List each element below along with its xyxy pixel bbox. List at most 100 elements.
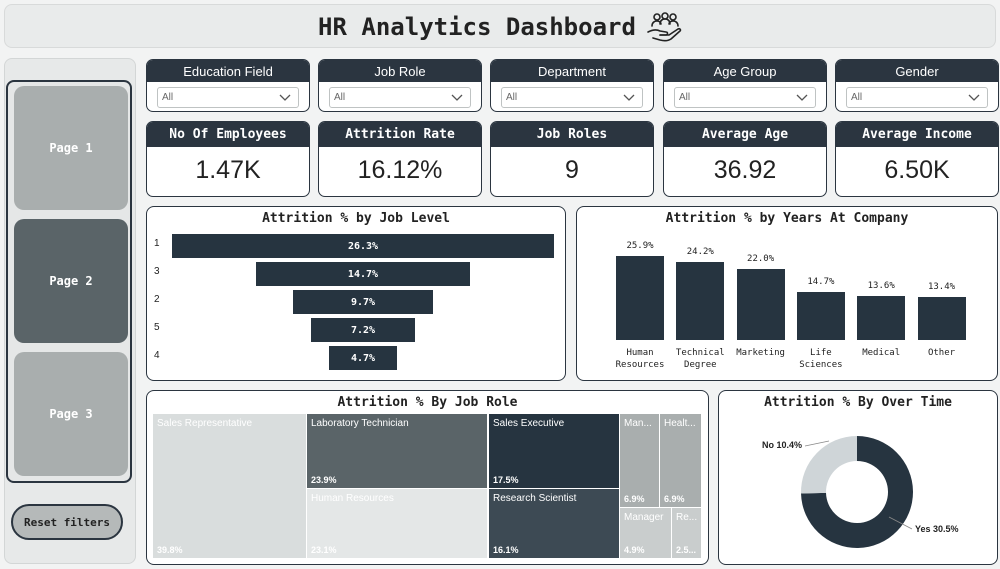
filter-gender: Gender All	[835, 59, 999, 112]
funnel-row[interactable]: 2 9.7%	[147, 290, 565, 314]
chevron-down-icon	[968, 94, 980, 101]
column-data-label: 13.4%	[927, 281, 956, 292]
treemap-tile-label: Sales Representative	[157, 418, 253, 429]
donut-slice[interactable]	[801, 436, 857, 494]
treemap-tile-label: Healt...	[664, 418, 696, 429]
kpi-card-job-roles: Job Roles 9	[490, 121, 654, 197]
team-hand-icon	[647, 12, 682, 42]
treemap-tile[interactable]: Sales Representative 39.8%	[153, 414, 306, 558]
header-title-wrap: HR Analytics Dashboard	[5, 5, 995, 49]
filter-value: All	[506, 92, 518, 103]
funnel-bar[interactable]: 9.7%	[292, 290, 434, 314]
treemap-tile-value: 17.5%	[493, 475, 519, 485]
column-bar[interactable]	[736, 268, 785, 340]
page-title: HR Analytics Dashboard	[318, 13, 636, 41]
filter-value: All	[334, 92, 346, 103]
treemap-tile-label: Manager	[624, 512, 664, 523]
treemap-tile[interactable]: Sales Executive 17.5%	[489, 414, 619, 488]
column-bar[interactable]	[917, 296, 966, 340]
funnel-category-label: 2	[154, 294, 160, 305]
chevron-down-icon	[451, 94, 463, 101]
donut-slice[interactable]	[801, 436, 913, 548]
education-field-dropdown[interactable]: All	[157, 87, 299, 108]
chart-title: Attrition % by Years At Company	[665, 211, 909, 226]
funnel-category-label: 4	[154, 350, 160, 361]
treemap-tile-value: 39.8%	[157, 545, 183, 555]
column-bar[interactable]	[616, 256, 664, 340]
funnel-row[interactable]: 1 26.3%	[147, 234, 565, 258]
kpi-label: No Of Employees	[147, 122, 309, 147]
filter-label: Age Group	[664, 60, 826, 82]
gender-dropdown[interactable]: All	[846, 87, 988, 108]
donut-leader-line	[888, 516, 913, 530]
filter-value: All	[162, 92, 174, 103]
header-bar: HR Analytics Dashboard	[4, 4, 996, 48]
filter-job-role: Job Role All	[318, 59, 482, 112]
filter-age-group: Age Group All	[663, 59, 827, 112]
reset-filters-button[interactable]: Reset filters	[11, 504, 123, 540]
funnel-bar[interactable]: 14.7%	[256, 262, 470, 286]
chart-title: Attrition % by Job Level	[262, 211, 450, 226]
nav-page-2-label: Page 2	[49, 274, 93, 288]
treemap-tile-label: Research Scientist	[493, 493, 577, 504]
column-category-label: Life Sciences	[799, 348, 843, 370]
donut-slice-label: Yes 30.5%	[915, 524, 959, 534]
donut-slice-label: No 10.4%	[762, 440, 802, 450]
funnel-bar[interactable]: 4.7%	[328, 346, 398, 370]
filter-label: Education Field	[147, 60, 309, 82]
treemap-tile-value: 2.5...	[676, 545, 697, 555]
panel-attrition-job-level: Attrition % by Job Level 1 26.3% 3 14.7% 2 9.…	[146, 206, 566, 381]
filter-label: Job Role	[319, 60, 481, 82]
treemap-tile[interactable]: Research Scientist 16.1%	[489, 489, 619, 558]
kpi-label: Job Roles	[491, 122, 653, 147]
treemap-tile[interactable]: Man... 6.9%	[620, 414, 659, 507]
nav-page-2-button[interactable]: Page 2	[14, 219, 128, 343]
treemap-tile[interactable]: Human Resources 23.1%	[307, 489, 487, 558]
funnel-bar[interactable]: 7.2%	[310, 318, 416, 342]
treemap-tile[interactable]: Healt... 6.9%	[660, 414, 701, 507]
column-bar[interactable]	[857, 295, 906, 340]
nav-page-3-button[interactable]: Page 3	[14, 352, 128, 476]
column-data-label: 13.6%	[867, 280, 895, 291]
kpi-value: 6.50K	[884, 156, 950, 184]
column-data-label: 25.9%	[626, 241, 654, 251]
funnel-category-label: 5	[154, 322, 160, 333]
treemap-tile-value: 6.9%	[624, 494, 645, 504]
age-group-dropdown[interactable]: All	[674, 87, 816, 108]
treemap-tile-label: Human Resources	[311, 493, 394, 504]
column-bar[interactable]	[676, 261, 725, 340]
treemap-tile-value: 23.9%	[311, 475, 337, 485]
treemap-tile[interactable]: Manager 4.9%	[620, 508, 671, 558]
treemap-tile-value: 16.1%	[493, 545, 519, 555]
funnel-category-label: 1	[154, 238, 160, 249]
column-bar[interactable]	[796, 292, 845, 340]
nav-page-1-label: Page 1	[49, 141, 93, 155]
funnel-row[interactable]: 5 7.2%	[147, 318, 565, 342]
kpi-value: 16.12%	[357, 156, 443, 184]
treemap-tile[interactable]: Re... 2.5...	[672, 508, 701, 558]
kpi-value: 1.47K	[195, 156, 261, 184]
funnel-row[interactable]: 4 4.7%	[147, 346, 565, 370]
nav-page-1-button[interactable]: Page 1	[14, 86, 128, 210]
panel-attrition-job-role: Attrition % By Job Role Sales Representa…	[146, 390, 709, 565]
chevron-down-icon	[623, 94, 635, 101]
treemap-tile-value: 4.9%	[624, 545, 645, 555]
funnel-bar[interactable]: 26.3%	[172, 234, 554, 258]
kpi-value: 36.92	[713, 156, 777, 184]
treemap-tile-label: Laboratory Technician	[311, 418, 409, 429]
funnel-row[interactable]: 3 14.7%	[147, 262, 565, 286]
kpi-label: Average Age	[664, 122, 826, 147]
over-time-donut-chart: Yes 30.5% No 10.4%	[762, 436, 959, 548]
treemap-tile-label: Re...	[676, 512, 698, 523]
filter-department: Department All	[490, 59, 654, 112]
funnel-category-label: 3	[154, 266, 160, 277]
treemap-tile[interactable]: Laboratory Technician 23.9%	[307, 414, 487, 488]
reset-filters-label: Reset filters	[23, 515, 111, 529]
column-category-label: Human Resources	[615, 348, 665, 370]
kpi-label: Average Income	[836, 122, 998, 147]
department-dropdown[interactable]: All	[501, 87, 643, 108]
treemap-tile-label: Sales Executive	[493, 418, 565, 429]
filter-label: Department	[491, 60, 653, 82]
job-role-dropdown[interactable]: All	[329, 87, 471, 108]
filter-education-field: Education Field All	[146, 59, 310, 112]
